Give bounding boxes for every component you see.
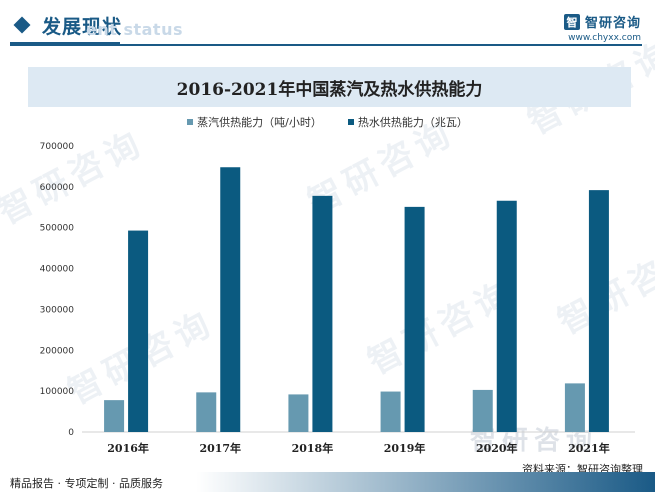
brand-name: 智研咨询 (584, 16, 641, 31)
bar-steam (196, 392, 217, 432)
section-header: 发展现状 (10, 10, 122, 40)
bar-steam (104, 400, 125, 432)
legend-swatch-hotwater (347, 119, 354, 125)
section-title: 发展现状 (42, 15, 123, 38)
y-tick-label: 500000 (40, 224, 75, 234)
bar-hotwater (220, 167, 241, 432)
legend-label-steam: 蒸汽供热能力（吨/小时） (197, 116, 322, 129)
y-tick-label: 600000 (40, 183, 75, 193)
header-divider-accent (10, 42, 120, 46)
y-tick-label: 300000 (40, 305, 75, 315)
x-category-label: 2018年 (292, 441, 334, 455)
legend-label-hotwater: 热水供热能力（兆瓦） (357, 116, 468, 129)
y-tick-label: 100000 (40, 387, 75, 397)
bar-hotwater (496, 200, 517, 432)
bar-hotwater (312, 195, 333, 432)
section-subtitle: ent status (86, 20, 183, 39)
brand-url: www.chyxx.com (568, 33, 641, 43)
bar-hotwater (404, 206, 425, 432)
bar-steam (380, 391, 401, 432)
bar-hotwater (128, 230, 149, 432)
footer-band (0, 472, 655, 492)
chart-legend: 蒸汽供热能力（吨/小时） 热水供热能力（兆瓦） (0, 114, 655, 130)
bar-steam (564, 383, 585, 432)
bar-hotwater (588, 190, 609, 432)
footer-services: 精品报告 · 专项定制 · 品质服务 (10, 477, 163, 490)
y-tick-label: 0 (68, 428, 74, 438)
bar-steam (472, 389, 493, 432)
x-category-label: 2019年 (384, 441, 426, 455)
x-category-label: 2017年 (199, 441, 241, 455)
chart-title: 2016-2021年中国蒸汽及热水供热能力 (176, 79, 483, 100)
legend-item-steam: 蒸汽供热能力（吨/小时） (187, 114, 322, 130)
y-tick-label: 700000 (40, 142, 75, 152)
x-category-label: 2016年 (107, 441, 149, 455)
x-category-label: 2020年 (476, 441, 518, 455)
y-tick-label: 200000 (40, 346, 75, 356)
chart-title-band: 2016-2021年中国蒸汽及热水供热能力 (28, 67, 631, 107)
brand-block: 智 智研咨询 www.chyxx.com (563, 12, 641, 43)
brand-logo-icon: 智 (563, 13, 580, 30)
x-category-label: 2021年 (568, 441, 610, 455)
legend-item-hotwater: 热水供热能力（兆瓦） (347, 114, 468, 130)
legend-swatch-steam (187, 119, 194, 125)
header-divider (10, 44, 642, 46)
y-tick-label: 400000 (40, 265, 75, 275)
bar-steam (288, 394, 309, 432)
